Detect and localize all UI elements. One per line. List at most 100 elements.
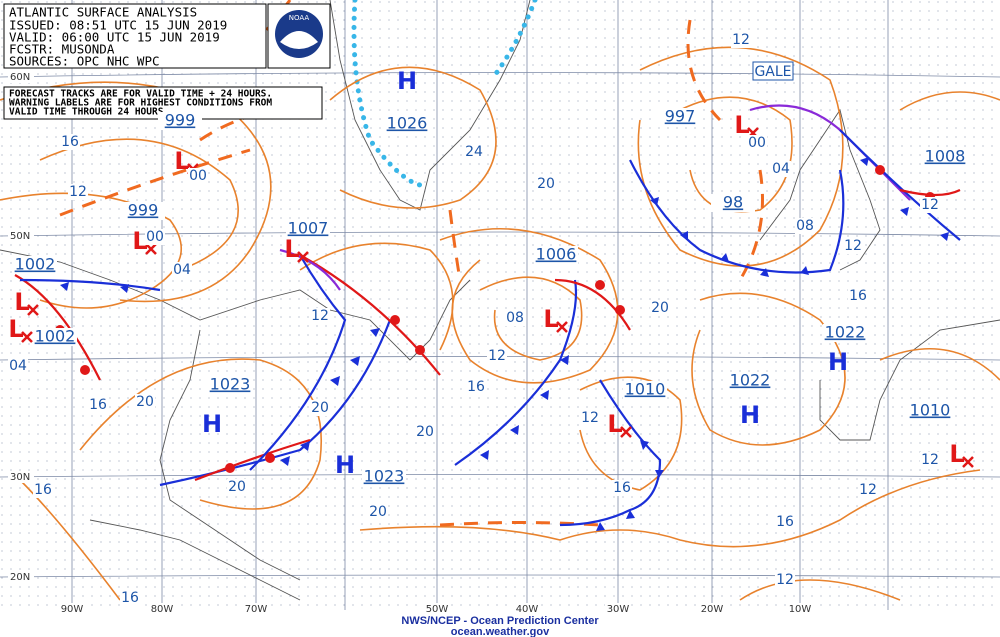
- isobar-label: 00: [146, 229, 164, 245]
- low-cross: [556, 321, 568, 333]
- logo-text: NOAA: [289, 14, 310, 22]
- ice-edge: [492, 0, 538, 78]
- isobar-label: 08: [506, 310, 524, 326]
- isobar-label-bg: [775, 514, 795, 530]
- note-line: VALID TIME THROUGH 24 HOURS: [9, 107, 164, 118]
- pressure-label-bg: [13, 256, 57, 274]
- pressure-label-bg: [208, 376, 252, 394]
- pressure-label-bg: [385, 115, 429, 133]
- low-center: L: [607, 410, 622, 438]
- pressure-label-bg: [908, 402, 952, 420]
- pressure-label-bg: [286, 220, 330, 238]
- low-cross: [620, 426, 632, 438]
- isobar-label-bg: [505, 310, 525, 326]
- coord-bg: [8, 571, 34, 583]
- isobar-label: 20: [136, 394, 154, 410]
- isobar-label-bg: [848, 288, 868, 304]
- longitude-label: 80W: [151, 604, 174, 615]
- latitude-label: 60N: [10, 72, 30, 83]
- low-center: L: [543, 305, 558, 333]
- isobar-label-bg: [88, 397, 108, 413]
- high-center: H: [828, 348, 848, 376]
- low-cross: [297, 251, 309, 263]
- isobar-label-bg: [487, 348, 507, 364]
- isobar-label-bg: [747, 135, 767, 151]
- isobar-label-bg: [368, 504, 388, 520]
- isobar-label: 16: [467, 379, 485, 395]
- coord-bg: [8, 471, 34, 483]
- isobar-label: 12: [776, 572, 794, 588]
- low-center: L: [174, 147, 189, 175]
- footer-line: ocean.weather.gov: [451, 626, 550, 637]
- pressure-label: 1022: [825, 323, 866, 342]
- low-center: L: [734, 111, 749, 139]
- pressure-label: 997: [665, 107, 696, 126]
- footer-line: NWS/NCEP - Ocean Prediction Center: [401, 615, 599, 627]
- isobar-label-bg: [464, 144, 484, 160]
- isobar-label-bg: [920, 197, 940, 213]
- header-line: FCSTR: MUSONDA: [9, 42, 115, 57]
- header-line: ATLANTIC SURFACE ANALYSIS: [9, 5, 197, 20]
- longitude-label: 30W: [607, 604, 630, 615]
- isobar-label-bg: [920, 452, 940, 468]
- latitude-label: 20N: [10, 572, 30, 583]
- isobar-label: 20: [369, 504, 387, 520]
- isobar-label-bg: [650, 300, 670, 316]
- isobar-label-bg: [33, 482, 53, 498]
- coord-bg: [8, 71, 34, 83]
- isobar-label-bg: [68, 184, 88, 200]
- isobar-label: 12: [921, 452, 939, 468]
- longitude-label: 20W: [701, 604, 724, 615]
- isobar-label-bg: [415, 424, 435, 440]
- pressure-label: 1023: [210, 375, 251, 394]
- latitude-label: 50N: [10, 231, 30, 242]
- coord-bg: [8, 230, 34, 242]
- isobar-label-bg: [8, 358, 28, 374]
- high-center: H: [202, 410, 222, 438]
- pressure-label: 1010: [625, 380, 666, 399]
- isobar-label: 12: [69, 184, 87, 200]
- pressure-label: 1023: [364, 467, 405, 486]
- isobar-label: 12: [844, 238, 862, 254]
- isobar-label-bg: [843, 238, 863, 254]
- pressure-label: 1006: [536, 245, 577, 264]
- low-center: L: [284, 235, 299, 263]
- isobar-label: 12: [581, 410, 599, 426]
- isobar-label-bg: [775, 572, 795, 588]
- isobar-label: 16: [849, 288, 867, 304]
- fronts: [14, 104, 961, 527]
- longitude-label: 50W: [426, 604, 449, 615]
- isobar-label-bg: [795, 218, 815, 234]
- latitude-label: 30N: [10, 472, 30, 483]
- low-cross: [145, 243, 157, 255]
- note-line: WARNING LABELS ARE FOR HIGHEST CONDITION…: [9, 98, 272, 109]
- isobar-label-bg: [580, 410, 600, 426]
- isobar-label: 16: [61, 134, 79, 150]
- isobar-label: 20: [228, 479, 246, 495]
- cold-front-barbs: [60, 157, 949, 531]
- warning-label: GALE: [754, 64, 791, 80]
- low-center: L: [132, 227, 147, 255]
- high-center: H: [335, 451, 355, 479]
- pressure-label-bg: [711, 194, 755, 212]
- pressure-label: 1022: [730, 371, 771, 390]
- note-line: FORECAST TRACKS ARE FOR VALID TIME + 24 …: [9, 89, 272, 100]
- pressure-label: 999: [165, 111, 196, 130]
- pressure-label: 1007: [288, 219, 329, 238]
- isobar-label-bg: [310, 308, 330, 324]
- isobar-label-bg: [310, 400, 330, 416]
- isobar-label-bg: [172, 262, 192, 278]
- footer-band: [0, 612, 1000, 637]
- pressure-label: 1002: [15, 255, 56, 274]
- pressure-label: 1026: [387, 114, 428, 133]
- pressure-label-bg: [121, 202, 165, 220]
- isobar-label: 16: [121, 590, 139, 606]
- isobar-label-bg: [227, 479, 247, 495]
- isobar-label: 20: [651, 300, 669, 316]
- pressure-label: 1008: [925, 147, 966, 166]
- pressure-label-bg: [923, 148, 967, 166]
- low-center: L: [14, 288, 29, 316]
- isobar-label: 08: [796, 218, 814, 234]
- isobar-label: 04: [9, 358, 27, 374]
